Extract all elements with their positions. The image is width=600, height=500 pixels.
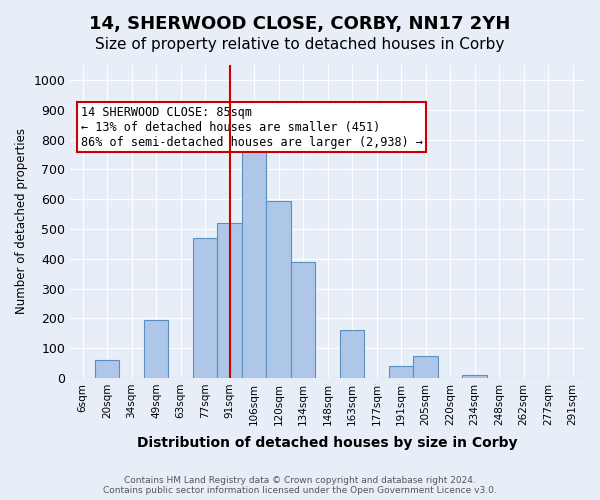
Text: Contains HM Land Registry data © Crown copyright and database right 2024.
Contai: Contains HM Land Registry data © Crown c… <box>103 476 497 495</box>
Bar <box>266 200 291 378</box>
Bar <box>291 262 316 378</box>
Bar <box>95 360 119 378</box>
Text: Size of property relative to detached houses in Corby: Size of property relative to detached ho… <box>95 38 505 52</box>
Bar <box>217 223 242 378</box>
Bar <box>340 330 364 378</box>
Text: 14, SHERWOOD CLOSE, CORBY, NN17 2YH: 14, SHERWOOD CLOSE, CORBY, NN17 2YH <box>89 15 511 33</box>
Bar <box>242 152 266 378</box>
Bar <box>389 366 413 378</box>
Text: 14 SHERWOOD CLOSE: 85sqm
← 13% of detached houses are smaller (451)
86% of semi-: 14 SHERWOOD CLOSE: 85sqm ← 13% of detach… <box>80 106 422 148</box>
Y-axis label: Number of detached properties: Number of detached properties <box>15 128 28 314</box>
Bar <box>463 375 487 378</box>
Bar <box>193 238 217 378</box>
Bar <box>413 356 438 378</box>
Bar <box>144 320 169 378</box>
X-axis label: Distribution of detached houses by size in Corby: Distribution of detached houses by size … <box>137 436 518 450</box>
